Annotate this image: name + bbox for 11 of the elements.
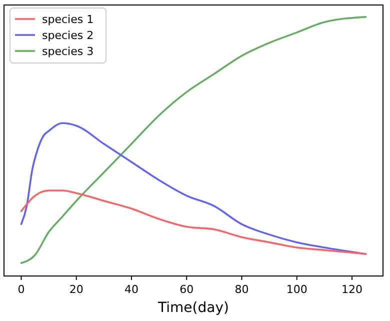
x-tick-label: 60 — [180, 283, 194, 296]
legend-label: species 2 — [42, 29, 94, 42]
x-tick-label: 80 — [234, 283, 249, 296]
x-tick-label: 20 — [69, 283, 84, 296]
x-axis-title: Time(day) — [157, 300, 229, 316]
x-tick-label: 120 — [341, 283, 362, 296]
x-tick-label: 0 — [18, 283, 25, 296]
legend-label: species 1 — [42, 13, 94, 26]
legend-label: species 3 — [42, 45, 94, 58]
x-tick-label: 100 — [286, 283, 308, 296]
x-tick-label: 40 — [124, 283, 138, 296]
